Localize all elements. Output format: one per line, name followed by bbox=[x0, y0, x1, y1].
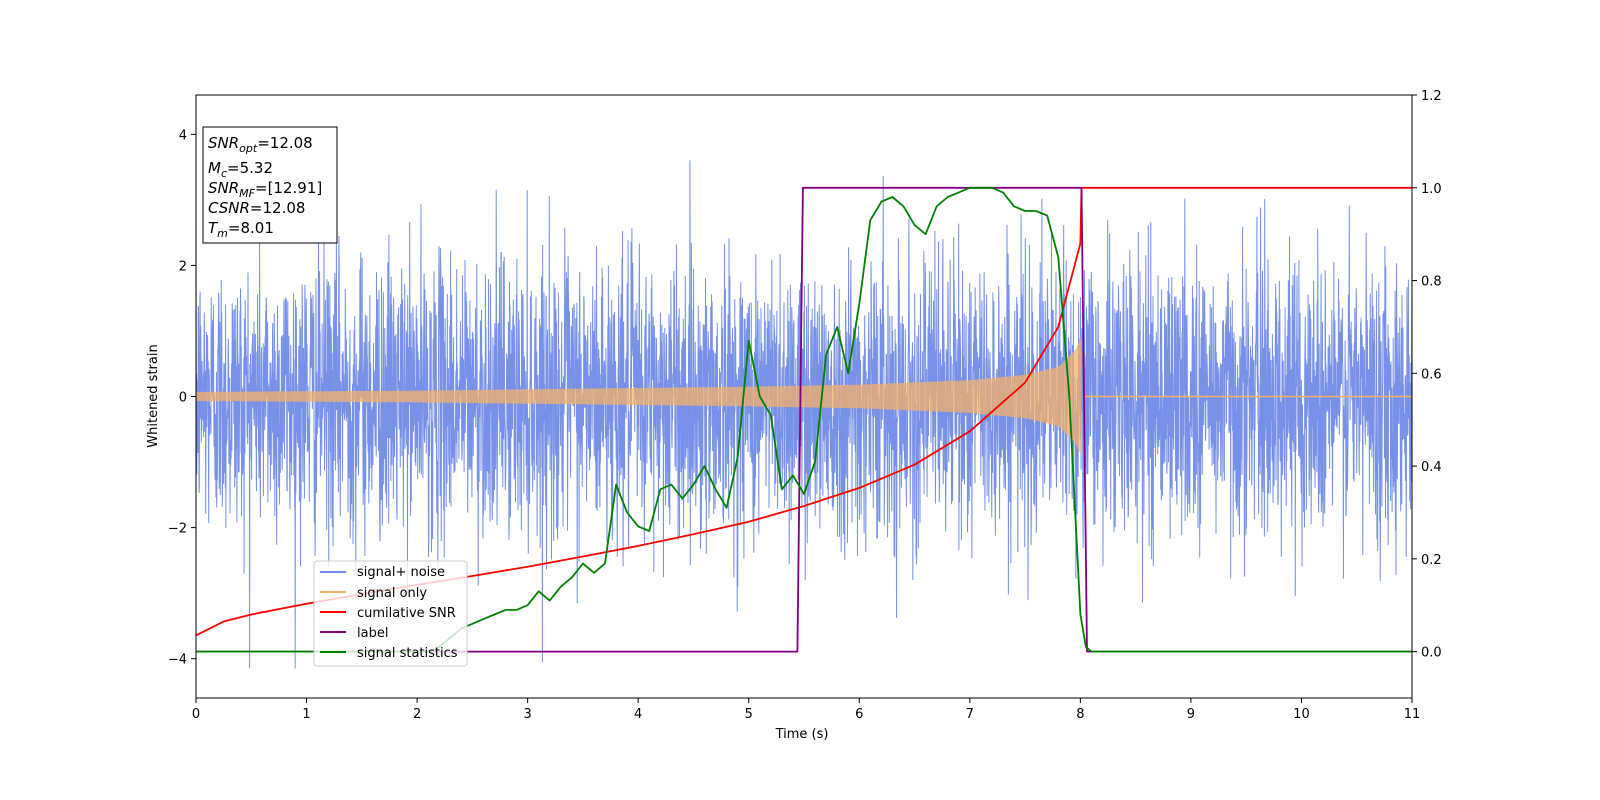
legend-frame bbox=[313, 560, 468, 667]
y-right-tick-label: 1.2 bbox=[1421, 89, 1442, 104]
series-signal-plus-noise bbox=[196, 160, 1412, 669]
y-right-tick-label: 0.0 bbox=[1421, 646, 1442, 661]
x-tick-label: 0 bbox=[192, 707, 200, 722]
x-tick-label: 2 bbox=[413, 707, 421, 722]
legend-label-statistics: signal statistics bbox=[357, 646, 458, 661]
legend-label-noise: signal+ noise bbox=[357, 565, 445, 580]
y-left-tick-label: 4 bbox=[179, 128, 187, 143]
x-tick-label: 4 bbox=[634, 707, 642, 722]
info-box-frame bbox=[202, 126, 338, 244]
x-tick-label: 10 bbox=[1293, 707, 1310, 722]
x-tick-label: 8 bbox=[1076, 707, 1084, 722]
info-csnr: CSNR=12.08 bbox=[208, 199, 305, 217]
axes-layer: 0 1 2 3 4 5 6 7 8 9 10 11 4 2 0 −2 −4 1.2 1.0 0.8 0.6 0.4 0.2 0… bbox=[168, 89, 1442, 722]
legend: signal+ noise signal only cumilative SNR… bbox=[313, 560, 468, 667]
x-tick-label: 1 bbox=[302, 707, 310, 722]
x-tick-label: 3 bbox=[523, 707, 531, 722]
y-left-tick-label: 2 bbox=[179, 259, 187, 274]
y-right-tick-label: 1.0 bbox=[1421, 182, 1442, 197]
info-tm: Tm=8.01 bbox=[208, 219, 274, 240]
x-tick-label: 9 bbox=[1187, 707, 1195, 722]
y-left-tick-label: −2 bbox=[168, 522, 187, 537]
legend-label-label: label bbox=[357, 626, 388, 641]
y-right-tick-label: 0.4 bbox=[1421, 460, 1442, 475]
y-right-tick-label: 0.2 bbox=[1421, 553, 1442, 568]
y-axis-label: Whitened strain bbox=[146, 344, 161, 447]
series-signal-only bbox=[196, 337, 1082, 456]
x-tick-label: 5 bbox=[745, 707, 753, 722]
info-mc: Mc=5.32 bbox=[208, 159, 273, 180]
signal-layer bbox=[196, 337, 1412, 456]
y-right-tick-label: 0.6 bbox=[1421, 367, 1442, 382]
y-left-tick-label: −4 bbox=[168, 653, 187, 668]
legend-label-cumulative-snr: cumilative SNR bbox=[357, 606, 456, 621]
legend-label-signal: signal only bbox=[357, 586, 427, 601]
y-right-tick-label: 0.8 bbox=[1421, 275, 1442, 290]
x-tick-label: 7 bbox=[966, 707, 974, 722]
x-tick-label: 6 bbox=[855, 707, 863, 722]
info-snr-opt: SNRopt=12.08 bbox=[208, 134, 313, 155]
x-tick-label: 11 bbox=[1404, 707, 1421, 722]
info-snr-mf: SNRMF=[12.91] bbox=[208, 179, 322, 200]
noise-layer bbox=[196, 160, 1412, 669]
series-signal-statistics bbox=[196, 186, 1412, 653]
y-left-tick-label: 0 bbox=[179, 391, 187, 406]
x-axis-label: Time (s) bbox=[775, 727, 829, 742]
info-box: SNRopt=12.08 Mc=5.32 SNRMF=[12.91] CSNR=… bbox=[202, 126, 338, 244]
